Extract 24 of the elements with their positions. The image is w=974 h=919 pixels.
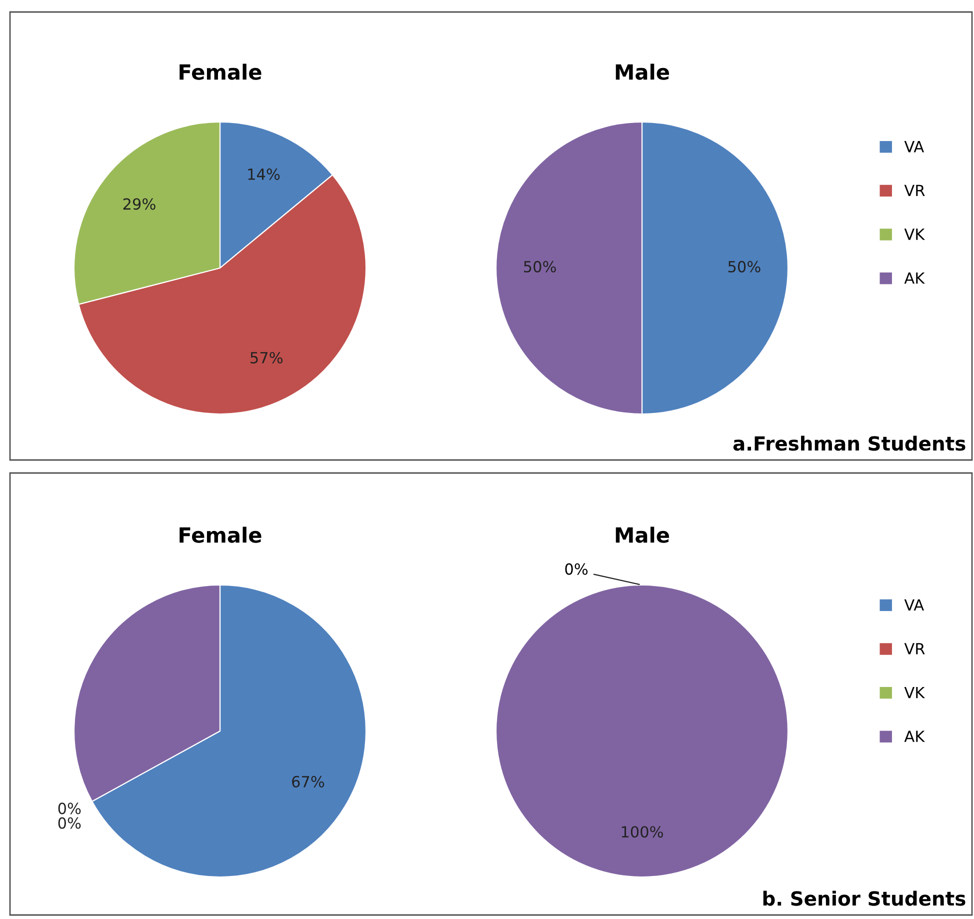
slice-label: Male <box>616 526 670 543</box>
text: 0% <box>58 817 81 829</box>
data-label: 14% <box>248 168 280 180</box>
legend-label: VR <box>904 184 925 196</box>
data-label: 57% <box>250 352 283 364</box>
slice-label: Male <box>616 64 670 80</box>
text: 0% <box>58 802 81 814</box>
legend-label: VA <box>904 141 924 152</box>
text: 0% <box>565 563 588 575</box>
legend-label: AK <box>904 730 925 742</box>
text: b. Senior Students <box>763 890 966 906</box>
legend-label: VK <box>904 228 925 240</box>
legend-label: AK <box>904 272 925 284</box>
slice-label: Female <box>180 526 262 543</box>
data-label: 29% <box>123 198 156 210</box>
data-label: 67% <box>292 776 324 788</box>
legend-label: VA <box>904 599 924 610</box>
text: a.Freshman Students <box>733 436 966 451</box>
data-label: 100% <box>622 826 663 838</box>
data-label: 50% <box>728 260 760 272</box>
legend-label: VK <box>904 686 925 698</box>
slice-label: Female <box>180 64 262 80</box>
data-label: 50% <box>524 260 556 272</box>
legend-label: VR <box>904 643 925 654</box>
